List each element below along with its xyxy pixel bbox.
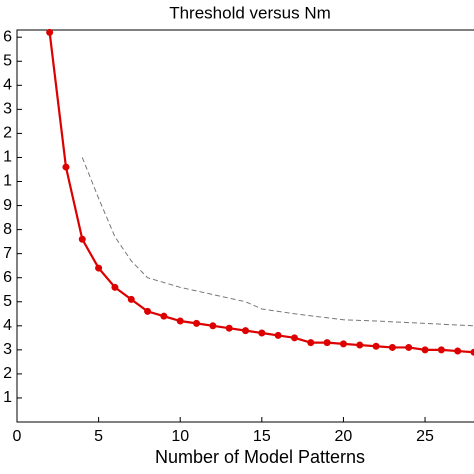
point bbox=[388, 343, 396, 351]
y-tick-label: 8 bbox=[3, 221, 12, 238]
point bbox=[437, 346, 445, 354]
y-tick-label: 2 bbox=[3, 125, 12, 142]
point bbox=[176, 317, 184, 325]
point bbox=[160, 312, 168, 320]
y-tick-label: 1 bbox=[3, 389, 12, 406]
y-tick-label: 5 bbox=[3, 293, 12, 310]
x-tick-label: 20 bbox=[335, 428, 353, 445]
point bbox=[372, 342, 380, 350]
point bbox=[421, 346, 429, 354]
y-tick-label: 9 bbox=[3, 197, 12, 214]
y-tick-label: 1 bbox=[3, 173, 12, 190]
point bbox=[323, 339, 331, 347]
point bbox=[46, 28, 54, 36]
point bbox=[95, 264, 103, 272]
y-tick-label: 1 bbox=[3, 149, 12, 166]
y-tick-label: 4 bbox=[3, 77, 12, 94]
point bbox=[111, 283, 119, 291]
y-tick-label: 7 bbox=[3, 245, 12, 262]
point bbox=[470, 348, 474, 356]
y-tick-label: 3 bbox=[3, 101, 12, 118]
y-tick-label: 4 bbox=[3, 317, 12, 334]
chart-title: Threshold versus Nm bbox=[169, 3, 331, 22]
y-tick-label: 3 bbox=[3, 341, 12, 358]
point bbox=[225, 324, 233, 332]
y-tick-label: 5 bbox=[3, 52, 12, 69]
point bbox=[356, 341, 364, 349]
x-tick-label: 25 bbox=[416, 428, 434, 445]
point bbox=[144, 307, 152, 315]
point bbox=[242, 327, 249, 335]
y-tick-label: 2 bbox=[3, 365, 12, 382]
point bbox=[405, 343, 413, 351]
x-tick-label: 10 bbox=[171, 428, 189, 445]
point bbox=[274, 331, 282, 339]
x-tick-label: 5 bbox=[94, 428, 103, 445]
series-line bbox=[81, 157, 474, 327]
x-tick-label: 15 bbox=[253, 428, 271, 445]
point bbox=[454, 347, 462, 355]
x-tick-label: 0 bbox=[13, 428, 22, 445]
point bbox=[78, 235, 86, 243]
point bbox=[193, 319, 201, 327]
x-axis-label: Number of Model Patterns bbox=[155, 447, 365, 467]
y-tick-label: 6 bbox=[3, 28, 12, 45]
point bbox=[290, 334, 298, 342]
point bbox=[209, 322, 217, 330]
point bbox=[258, 329, 266, 337]
point bbox=[307, 339, 315, 347]
point bbox=[62, 163, 70, 171]
series-line bbox=[48, 32, 474, 354]
plot-frame bbox=[16, 29, 474, 423]
point bbox=[339, 340, 347, 348]
point bbox=[127, 295, 135, 303]
y-tick-label: 6 bbox=[3, 269, 12, 286]
